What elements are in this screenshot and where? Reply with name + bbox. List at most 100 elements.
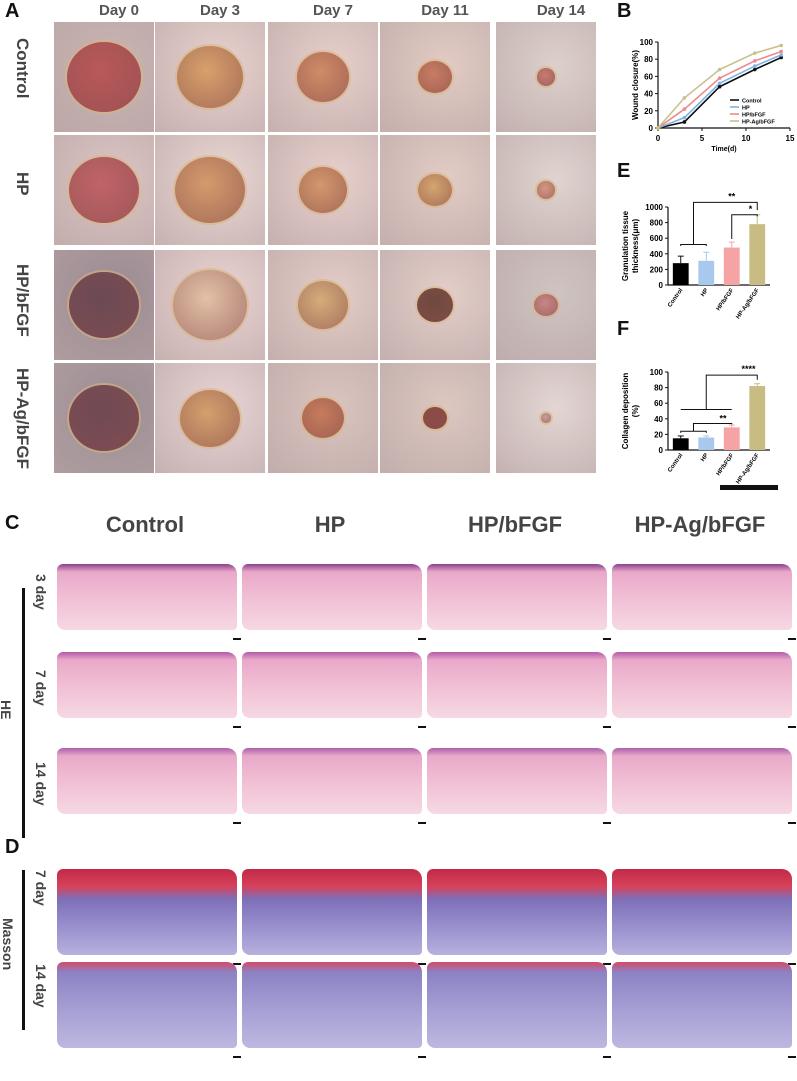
scale-bar (603, 822, 611, 824)
legend-label: HP/bFGF (742, 113, 766, 119)
significance-label: * (749, 204, 753, 214)
data-point (753, 67, 757, 72)
x-tick-label: 0 (656, 134, 661, 143)
scale-bar (603, 638, 611, 640)
wound-area (418, 173, 452, 207)
wound-photo (54, 135, 154, 245)
x-tick-label: HP (700, 288, 710, 298)
data-point (753, 59, 757, 63)
x-tick-label: HP (700, 453, 710, 463)
panel-label-f: F (617, 318, 630, 340)
wound-area (69, 156, 139, 224)
wound-photo (380, 22, 490, 132)
bar (749, 224, 766, 285)
significance-bracket (705, 374, 758, 410)
scale-bar (788, 726, 796, 728)
scale-bar (418, 1056, 426, 1058)
significance-bracket (731, 214, 758, 239)
histology-section (57, 652, 237, 718)
group-bracket (680, 243, 707, 246)
wound-photo (155, 22, 265, 132)
data-point (779, 55, 783, 60)
bar (672, 438, 689, 450)
y-tick-label: 60 (654, 399, 663, 408)
scale-bar (788, 822, 796, 824)
x-tick-label: HP/bFGF (716, 452, 736, 477)
masson-bracket-line (22, 870, 25, 1030)
y-tick-label: 400 (650, 250, 664, 259)
x-tick-label: HP-Ag/bFGF (736, 287, 762, 320)
group-bracket (680, 430, 707, 433)
wound-photo (496, 250, 596, 360)
day-header: Day 0 (98, 2, 140, 19)
significance-bracket (693, 201, 758, 245)
y-tick-label: 600 (650, 234, 664, 243)
wound-area (537, 181, 555, 199)
x-tick-label: 10 (742, 134, 751, 143)
y-axis-label: Granulation tissue (621, 210, 630, 281)
y-axis-label: thickness(μm) (631, 219, 640, 274)
significance-label: ** (719, 413, 727, 423)
group-label-hp-ag-bfgf: HP-Ag/bFGF (13, 368, 32, 470)
y-tick-label: 100 (640, 38, 654, 47)
scale-bar (233, 726, 241, 728)
he-day-label: 7 day (33, 670, 49, 706)
wound-area (175, 156, 245, 224)
y-tick-label: 40 (644, 90, 653, 99)
bar (723, 247, 740, 285)
scale-bar (233, 822, 241, 824)
y-tick-label: 40 (654, 415, 663, 424)
histology-section (427, 748, 607, 814)
masson-day-label: 7 day (33, 870, 49, 906)
data-point (682, 107, 687, 111)
scale-bar (418, 963, 426, 965)
wound-photo (380, 135, 490, 245)
scale-bar (233, 1056, 241, 1058)
wound-area (173, 269, 247, 341)
scale-bar (720, 485, 778, 490)
wound-area (297, 52, 349, 102)
x-tick-label: Control (667, 452, 684, 473)
scale-bar (788, 1056, 796, 1058)
wound-photo (268, 250, 378, 360)
wound-photo (54, 22, 154, 132)
wound-area (177, 45, 243, 109)
significance-bracket (693, 422, 733, 432)
data-point (682, 115, 687, 120)
wound-photo (496, 363, 596, 473)
y-tick-label: 1000 (645, 203, 663, 212)
data-point (717, 67, 722, 72)
x-axis-label: Time(d) (711, 146, 736, 153)
data-point (656, 126, 660, 130)
bar (698, 437, 715, 450)
wound-area (299, 167, 347, 213)
significance-label: **** (741, 364, 756, 374)
histology-section (57, 962, 237, 1048)
panel-label-d: D (5, 836, 20, 858)
panel-label-b: B (617, 0, 632, 22)
wound-area (423, 406, 447, 430)
histo-column-header: HP-Ag/bFGF (634, 512, 766, 537)
histology-section (612, 869, 792, 955)
histo-column-header: Control (105, 512, 185, 537)
wound-photo (268, 363, 378, 473)
wound-area (180, 389, 240, 447)
y-tick-label: 200 (650, 265, 664, 274)
wound-photo (268, 22, 378, 132)
day-header: Day 7 (312, 2, 354, 19)
x-tick-label: HP/bFGF (716, 287, 736, 312)
scale-bar (233, 963, 241, 965)
data-point (779, 49, 783, 54)
he-day-label: 14 day (33, 762, 49, 806)
panel-label-e: E (617, 160, 631, 182)
significance-label: ** (728, 191, 736, 201)
wound-photo (380, 363, 490, 473)
legend-label: HP (742, 106, 750, 112)
y-tick-label: 0 (659, 446, 664, 455)
histology-section (57, 748, 237, 814)
y-axis-label: Collagen deposition (621, 373, 630, 450)
histology-section (242, 748, 422, 814)
wound-area (537, 68, 555, 86)
wound-area (302, 398, 344, 438)
day-header: Day 14 (536, 2, 586, 19)
